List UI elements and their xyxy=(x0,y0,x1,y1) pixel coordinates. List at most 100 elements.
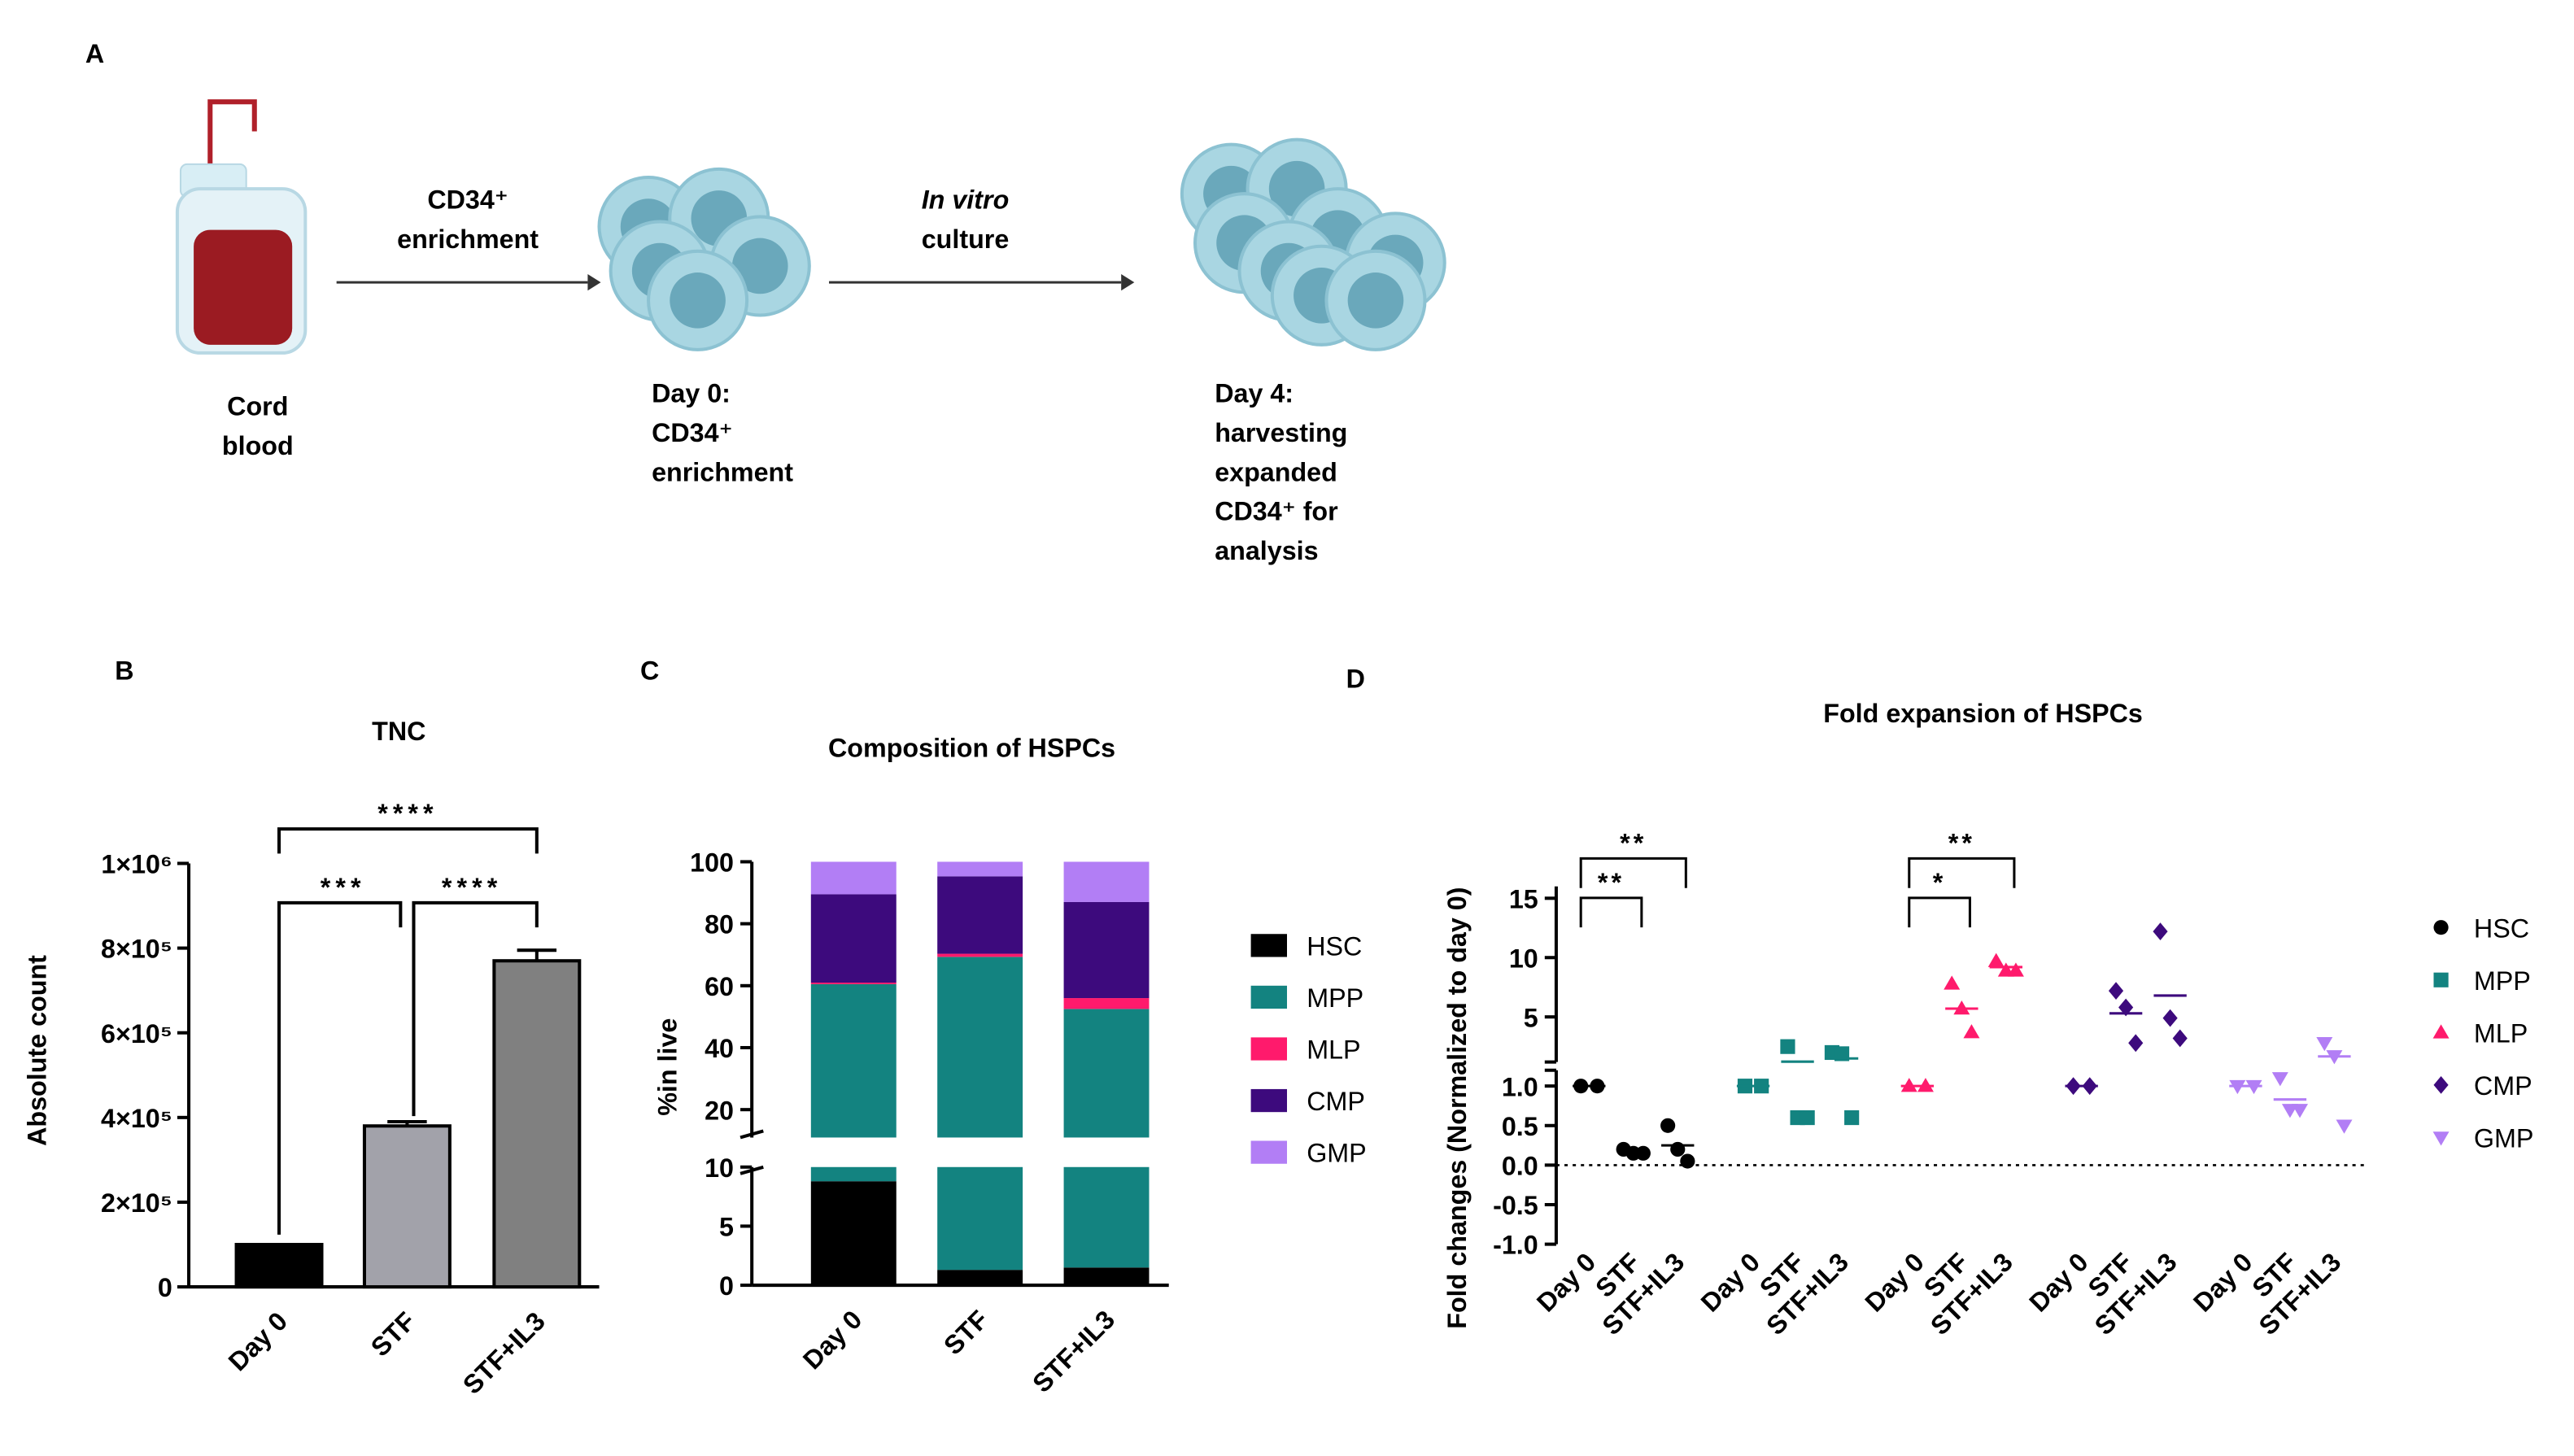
bar-segment xyxy=(810,1166,897,1182)
bar-segment xyxy=(1063,1166,1150,1268)
y-tick-label: -1.0 xyxy=(1493,1231,1538,1260)
legend-swatch xyxy=(1250,985,1287,1009)
diagram-text: expanded xyxy=(1215,457,1337,486)
legend-swatch xyxy=(1250,1037,1287,1061)
chart-title: TNC xyxy=(372,717,425,746)
bar-segment xyxy=(1063,861,1150,902)
point xyxy=(2271,1072,2288,1087)
diagram-text: In vitro xyxy=(922,185,1010,214)
legend-marker xyxy=(2432,1024,2450,1039)
bar-segment xyxy=(937,861,1023,877)
bar-segment xyxy=(1063,1267,1150,1286)
legend-label: HSC xyxy=(2474,913,2529,943)
y-tick-label: -0.5 xyxy=(1493,1191,1538,1220)
y-tick-label: 15 xyxy=(1509,884,1538,913)
significance-bracket xyxy=(277,827,539,854)
legend-label: GMP xyxy=(2474,1124,2534,1153)
y-tick-label: 0 xyxy=(158,1273,172,1302)
point xyxy=(1800,1109,1815,1126)
point xyxy=(1987,953,2005,967)
diagram-text: CD34⁺ xyxy=(652,418,733,447)
diagram-text: analysis xyxy=(1215,536,1318,565)
y-tick-label: 0.0 xyxy=(1502,1151,1538,1180)
point xyxy=(2128,1034,2144,1053)
blood-bag xyxy=(175,99,308,355)
diagram-text: Day 0: xyxy=(652,378,731,408)
diagram-text: Day 4: xyxy=(1215,378,1294,408)
axis-break xyxy=(739,1129,764,1175)
significance-bracket xyxy=(1579,896,1643,928)
diagram-text: culture xyxy=(922,225,1010,254)
legend-label: CMP xyxy=(2474,1071,2533,1101)
legend-swatch xyxy=(1250,934,1287,957)
bar xyxy=(492,959,582,1289)
bar xyxy=(362,1124,452,1289)
cell-nucleus xyxy=(1347,272,1404,329)
point xyxy=(1844,1109,1860,1126)
legend-swatch xyxy=(1250,1088,1287,1113)
legend-marker xyxy=(2433,1075,2449,1094)
point xyxy=(1944,975,1961,990)
error-bar xyxy=(387,1120,427,1127)
point xyxy=(2336,1119,2353,1134)
point xyxy=(2172,1029,2188,1048)
y-axis-label: Absolute count xyxy=(22,955,51,1146)
chart-title: Fold expansion of HSPCs xyxy=(1823,699,2143,728)
point xyxy=(1660,1118,1676,1133)
point xyxy=(2316,1037,2333,1052)
panel-label: D xyxy=(1346,665,1365,694)
y-tick-label: 5 xyxy=(1524,1003,1538,1032)
y-tick-label: 10 xyxy=(705,1153,734,1183)
panel-label: B xyxy=(115,656,133,685)
diagram-text: Cord xyxy=(227,392,288,421)
point xyxy=(2162,1009,2178,1027)
y-tick-label: 4×10⁵ xyxy=(101,1104,172,1133)
bar xyxy=(234,1243,324,1289)
diagram-text: CD34⁺ xyxy=(427,185,508,214)
y-tick-label: 0 xyxy=(719,1271,734,1301)
x-tick-label: Day 0 xyxy=(223,1306,293,1376)
legend-label: CMP xyxy=(1307,1087,1365,1116)
diagram-text: CD34⁺ for xyxy=(1215,497,1338,526)
point xyxy=(2108,982,2124,1000)
significance-label: *** xyxy=(321,873,366,902)
cells xyxy=(597,137,1446,351)
bar-segment xyxy=(810,983,897,1138)
panel-label: A xyxy=(85,39,104,68)
legend-swatch xyxy=(1250,1140,1287,1164)
x-tick-label: STF+IL3 xyxy=(1027,1305,1120,1398)
point xyxy=(2007,962,2024,977)
bar-segment xyxy=(1063,998,1150,1009)
legend-label: MPP xyxy=(1307,983,1363,1013)
legend-label: MLP xyxy=(2474,1018,2528,1048)
error-bar xyxy=(517,948,557,961)
y-tick-label: 5 xyxy=(719,1213,734,1242)
point xyxy=(1780,1039,1795,1054)
y-tick-label: 40 xyxy=(705,1034,734,1063)
arrows xyxy=(336,274,1135,291)
y-tick-label: 80 xyxy=(705,910,734,939)
bar-segment xyxy=(937,876,1023,954)
bar-segment xyxy=(937,953,1023,957)
legend-label: MPP xyxy=(2474,966,2531,996)
bar-segment xyxy=(1063,1009,1150,1138)
y-tick-label: 1×10⁶ xyxy=(101,850,172,879)
bar-segment xyxy=(810,1181,897,1286)
point xyxy=(1963,1024,1980,1039)
bar-segment xyxy=(1063,901,1150,999)
x-tick-label: STF xyxy=(365,1306,421,1362)
y-tick-label: 100 xyxy=(690,848,734,878)
significance-label: * xyxy=(1933,868,1947,897)
y-tick-label: 6×10⁵ xyxy=(101,1019,172,1048)
axis-break xyxy=(1544,1060,1556,1072)
diagram-text: blood xyxy=(222,431,294,460)
y-tick-label: 8×10⁵ xyxy=(101,935,172,964)
y-tick-label: 2×10⁵ xyxy=(101,1188,172,1218)
legend-marker xyxy=(2433,972,2449,987)
x-tick-label: STF xyxy=(938,1305,994,1361)
significance-label: ** xyxy=(1620,828,1647,857)
point xyxy=(2292,1104,2309,1118)
significance-bracket xyxy=(1908,857,2016,888)
diagram-text: enrichment xyxy=(652,457,793,486)
legend-marker xyxy=(2432,1131,2450,1146)
